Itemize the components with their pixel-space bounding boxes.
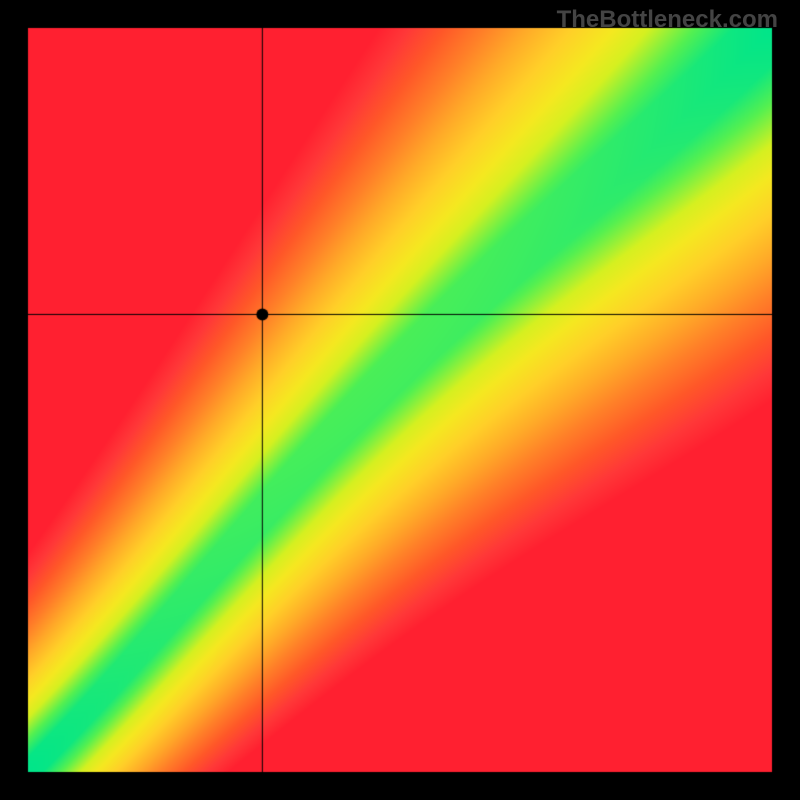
bottleneck-heatmap: [0, 0, 800, 800]
watermark-text: TheBottleneck.com: [557, 6, 778, 34]
